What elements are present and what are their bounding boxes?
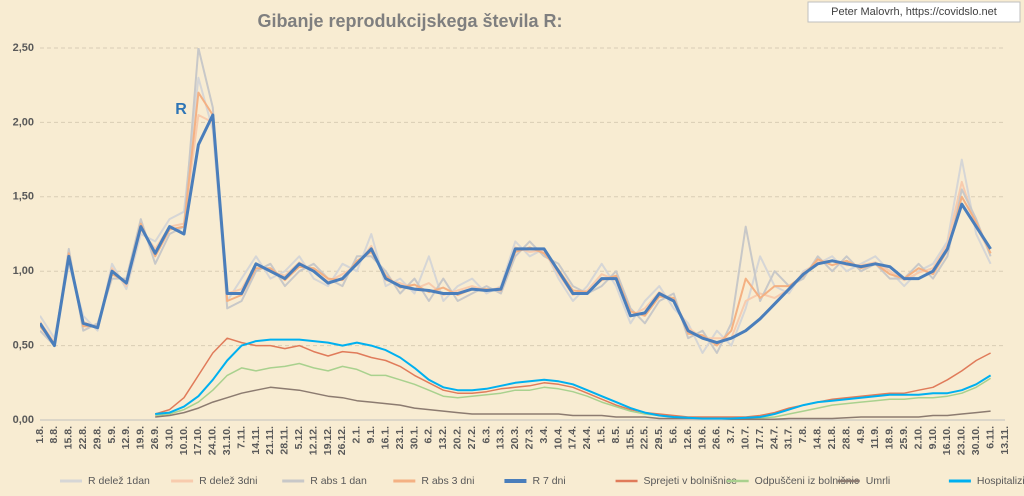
x-tick-label: 12.6. bbox=[682, 426, 694, 449]
x-tick-label: 17.10. bbox=[192, 426, 204, 455]
x-tick-label: 12.12. bbox=[307, 426, 319, 455]
x-tick-label: 24.4. bbox=[581, 426, 593, 449]
source-box bbox=[807, 1, 1021, 23]
x-tick-label: 5.6. bbox=[668, 426, 680, 444]
x-tick-label: 3.4. bbox=[538, 426, 550, 444]
x-tick-label: 29.5. bbox=[653, 426, 665, 449]
x-tick-label: 22.5. bbox=[639, 426, 651, 449]
series-line bbox=[40, 114, 992, 344]
x-tick-label: 26.6. bbox=[711, 426, 723, 449]
x-tick-label: 6.11. bbox=[984, 426, 996, 449]
x-tick-label: 17.4. bbox=[567, 426, 579, 449]
x-tick-label: 10.10. bbox=[178, 426, 190, 455]
x-tick-label: 19.9. bbox=[135, 426, 147, 449]
x-tick-label: 7.8. bbox=[797, 426, 809, 444]
legend-label: Hospitalizirani bbox=[977, 475, 1024, 487]
legend-label: Sprejeti v bolnišnice bbox=[644, 475, 738, 487]
y-tick-label: 2,50 bbox=[13, 42, 34, 54]
series-line bbox=[155, 362, 991, 420]
x-tick-label: 8.8. bbox=[48, 426, 60, 444]
x-tick-label: 11.9. bbox=[869, 426, 881, 449]
x-tick-label: 30.1. bbox=[408, 426, 420, 449]
x-tick-label: 4.9. bbox=[855, 426, 867, 444]
x-tick-label: 19.6. bbox=[696, 426, 708, 449]
series-line bbox=[155, 338, 992, 420]
x-tick-label: 24.10. bbox=[207, 426, 219, 455]
x-tick-label: 18.9. bbox=[884, 426, 896, 449]
y-tick-label: 0,00 bbox=[13, 414, 34, 426]
x-tick-label: 6.3. bbox=[480, 426, 492, 444]
x-tick-label: 13.2. bbox=[437, 426, 449, 449]
x-tick-label: 13.3. bbox=[495, 426, 507, 449]
source: Peter Malovrh, https://covidslo.net bbox=[831, 6, 997, 18]
series-line bbox=[40, 113, 992, 348]
x-tick-label: 8.5. bbox=[610, 426, 622, 444]
series-line bbox=[154, 337, 991, 418]
series-line bbox=[155, 386, 991, 421]
legend-label: R abs 1 dan bbox=[310, 475, 367, 487]
x-tick-label: 5.9. bbox=[106, 426, 118, 444]
y-tick-label: 1,50 bbox=[13, 191, 34, 203]
x-tick-label: 3.10. bbox=[163, 426, 175, 449]
x-tick-label: 31.7. bbox=[783, 426, 795, 449]
x-tick-label: 1.5. bbox=[595, 426, 607, 444]
series-line bbox=[40, 48, 992, 354]
x-tick-label: 3.7. bbox=[725, 426, 737, 444]
x-tick-label: 5.12. bbox=[293, 426, 305, 449]
x-tick-label: 14.8. bbox=[812, 426, 824, 449]
x-tick-label: 16.1. bbox=[379, 426, 391, 449]
legend-label: Odpuščeni iz bolnišnic bbox=[755, 475, 859, 487]
series-line bbox=[40, 76, 992, 354]
chart-title: Gibanje reprodukcijskega števila R: bbox=[257, 11, 562, 31]
annotation: R bbox=[175, 101, 187, 118]
x-tick-label: 7.11. bbox=[235, 426, 247, 449]
plot-area bbox=[40, 48, 992, 421]
legend-label: Umrli bbox=[866, 475, 891, 487]
x-tick-label: 10.7. bbox=[740, 426, 752, 449]
y-tick-label: 1,00 bbox=[13, 265, 34, 277]
y-tick-label: 2,00 bbox=[13, 116, 34, 128]
x-tick-label: 28.8. bbox=[840, 426, 852, 449]
x-tick-label: 27.3. bbox=[523, 426, 535, 449]
series-line bbox=[40, 91, 992, 347]
x-tick-label: 2.1. bbox=[351, 426, 363, 444]
x-tick-label: 20.3. bbox=[509, 426, 521, 449]
x-tick-label: 27.2. bbox=[466, 426, 478, 449]
x-tick-label: 13.11. bbox=[999, 426, 1011, 455]
legend-label: R delež 1dan bbox=[88, 475, 150, 487]
x-tick-label: 17.7. bbox=[754, 426, 766, 449]
legend-label: R abs 3 dni bbox=[421, 475, 474, 487]
x-tick-label: 15.8. bbox=[63, 426, 75, 449]
x-tick-label: 25.9. bbox=[898, 426, 910, 449]
x-tick-label: 10.4. bbox=[552, 426, 564, 449]
x-tick-label: 23.10. bbox=[956, 426, 968, 455]
x-tick-label: 9.10. bbox=[927, 426, 939, 449]
x-tick-label: 14.11. bbox=[250, 426, 262, 455]
x-tick-label: 20.2. bbox=[451, 426, 463, 449]
x-tick-label: 26.12. bbox=[336, 426, 348, 455]
x-tick-label: 6.2. bbox=[423, 426, 435, 444]
x-tick-label: 30.10. bbox=[970, 426, 982, 455]
x-tick-label: 31.10. bbox=[221, 426, 233, 455]
x-tick-label: 29.8. bbox=[91, 426, 103, 449]
x-tick-label: 2.10. bbox=[912, 426, 924, 449]
x-tick-label: 24.7. bbox=[768, 426, 780, 449]
legend-label: R delež 3dni bbox=[199, 475, 257, 487]
x-tick-label: 1.8. bbox=[34, 426, 46, 444]
x-tick-label: 26.9. bbox=[149, 426, 161, 449]
x-tick-label: 19.12. bbox=[322, 426, 334, 455]
x-tick-label: 21.8. bbox=[826, 426, 838, 449]
x-tick-label: 28.11. bbox=[279, 426, 291, 455]
y-tick-label: 0,50 bbox=[13, 340, 34, 352]
x-tick-label: 23.1. bbox=[394, 426, 406, 449]
x-tick-label: 22.8. bbox=[77, 426, 89, 449]
x-tick-label: 12.9. bbox=[120, 426, 132, 449]
x-tick-label: 21.11. bbox=[264, 426, 276, 455]
x-tick-label: 9.1. bbox=[365, 426, 377, 444]
x-tick-label: 15.5. bbox=[624, 426, 636, 449]
x-tick-label: 16.10. bbox=[941, 426, 953, 455]
legend-label: R 7 dni bbox=[532, 475, 565, 487]
